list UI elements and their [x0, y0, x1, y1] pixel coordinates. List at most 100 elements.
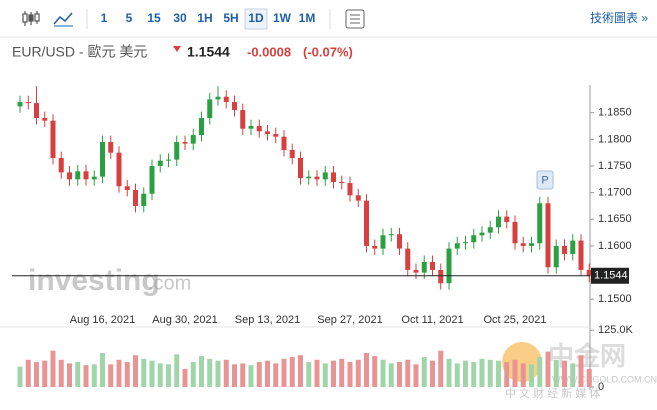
volume-bar: [256, 362, 262, 387]
interval-button[interactable]: 1H: [197, 11, 212, 25]
candle-body: [347, 183, 353, 196]
candle-body: [298, 158, 303, 179]
candle-body: [405, 248, 411, 270]
volume-bar: [586, 368, 592, 387]
candle-body: [537, 203, 543, 244]
candle-body: [421, 261, 427, 273]
y-tick-label: 1.1500: [598, 293, 632, 305]
volume-bar: [215, 360, 221, 387]
candle-body: [372, 245, 378, 249]
volume-bar: [50, 350, 56, 387]
volume-bar: [58, 359, 64, 387]
interval-button[interactable]: 1D: [248, 11, 264, 25]
candle-body: [124, 186, 130, 190]
candle-body: [471, 235, 477, 243]
interval-button[interactable]: 1M: [299, 11, 316, 25]
volume-bar: [339, 358, 345, 387]
site-watermark: 中金网: [548, 341, 626, 371]
interval-button[interactable]: 5: [126, 11, 133, 25]
candle-body: [339, 181, 345, 184]
volume-bar: [75, 362, 81, 387]
volume-bar: [17, 366, 23, 387]
x-tick-label: Aug 30, 2021: [152, 314, 217, 326]
interval-button[interactable]: 1: [101, 11, 108, 25]
volume-bar: [207, 358, 213, 387]
brand-watermark-suffix: .com: [148, 272, 191, 294]
site-slogan: 中 文 财 经 新 媒 体: [505, 386, 600, 400]
volume-bar: [504, 362, 510, 387]
candle-body: [578, 240, 584, 270]
candle-body: [586, 269, 592, 276]
candle-body: [397, 234, 402, 249]
candle-body: [50, 120, 56, 159]
volume-bar: [149, 360, 155, 387]
x-tick-label: Sep 27, 2021: [317, 314, 382, 326]
volume-bar: [413, 364, 419, 387]
candle-body: [25, 102, 31, 104]
volume-tick-label: 0: [598, 381, 604, 393]
interval-button[interactable]: 30: [173, 11, 187, 25]
volume-bar: [331, 360, 336, 387]
candle-body: [248, 126, 254, 129]
y-tick-label: 1.1700: [598, 187, 632, 199]
volume-bar: [512, 359, 518, 387]
volume-bar: [471, 362, 477, 387]
settings-icon-glyph: [350, 14, 360, 24]
candle-body: [157, 160, 163, 166]
volume-bar: [190, 362, 196, 387]
volume-bar: [298, 355, 303, 387]
candle-body: [570, 240, 576, 254]
candle-body: [413, 269, 419, 273]
volume-bar: [479, 358, 485, 387]
technical-chart-link[interactable]: 技術圖表 »: [590, 11, 648, 25]
line-icon[interactable]: [53, 12, 73, 25]
volume-bar: [520, 363, 526, 387]
interval-button[interactable]: 5H: [223, 11, 238, 25]
instrument-name: EUR/USD - 歐元 美元: [12, 44, 147, 60]
interval-button[interactable]: 15: [147, 11, 161, 25]
volume-bar: [562, 360, 567, 387]
volume-bar: [265, 360, 270, 387]
volume-bar: [463, 360, 468, 387]
candle-body: [529, 243, 534, 246]
event-marker[interactable]: [536, 170, 554, 190]
y-tick-label: 1.1850: [598, 107, 632, 119]
x-tick-label: Oct 25, 2021: [484, 314, 547, 326]
volume-bar: [446, 358, 452, 387]
volume-bar: [405, 359, 411, 387]
volume-bar: [397, 362, 402, 387]
volume-bar: [364, 352, 369, 387]
brand-watermark: investing: [28, 264, 160, 297]
volume-bar: [529, 364, 534, 387]
candle-body: [430, 261, 435, 270]
event-marker-label: P: [541, 174, 548, 186]
candle-body: [479, 232, 485, 236]
candle-body: [496, 216, 501, 228]
candle-body: [100, 142, 105, 177]
candle-body: [67, 172, 72, 180]
interval-button[interactable]: 1W: [273, 11, 292, 25]
volume-bar: [487, 359, 493, 387]
volume-bar: [42, 360, 48, 387]
volume-bar: [388, 363, 394, 387]
candle-body: [380, 235, 386, 249]
candle-body: [190, 135, 196, 144]
volume-bar: [116, 359, 122, 387]
candle-body: [199, 118, 204, 136]
volume-bar: [545, 351, 551, 387]
candle-body: [487, 227, 493, 233]
candle-body: [322, 172, 328, 180]
volume-bar: [306, 362, 312, 387]
x-tick-label: Sep 13, 2021: [235, 314, 300, 326]
volume-bar: [438, 350, 444, 387]
volume-bar: [248, 365, 254, 387]
y-tick-label: 1.1600: [598, 240, 632, 252]
volume-bar: [67, 363, 72, 387]
candle-body: [215, 96, 221, 100]
volume-bar: [289, 357, 295, 387]
last-price: 1.1544: [187, 44, 230, 60]
last-price-tag-label: 1.1544: [594, 270, 628, 282]
y-tick-label: 1.1650: [598, 213, 632, 225]
y-tick-label: 1.1750: [598, 160, 632, 172]
